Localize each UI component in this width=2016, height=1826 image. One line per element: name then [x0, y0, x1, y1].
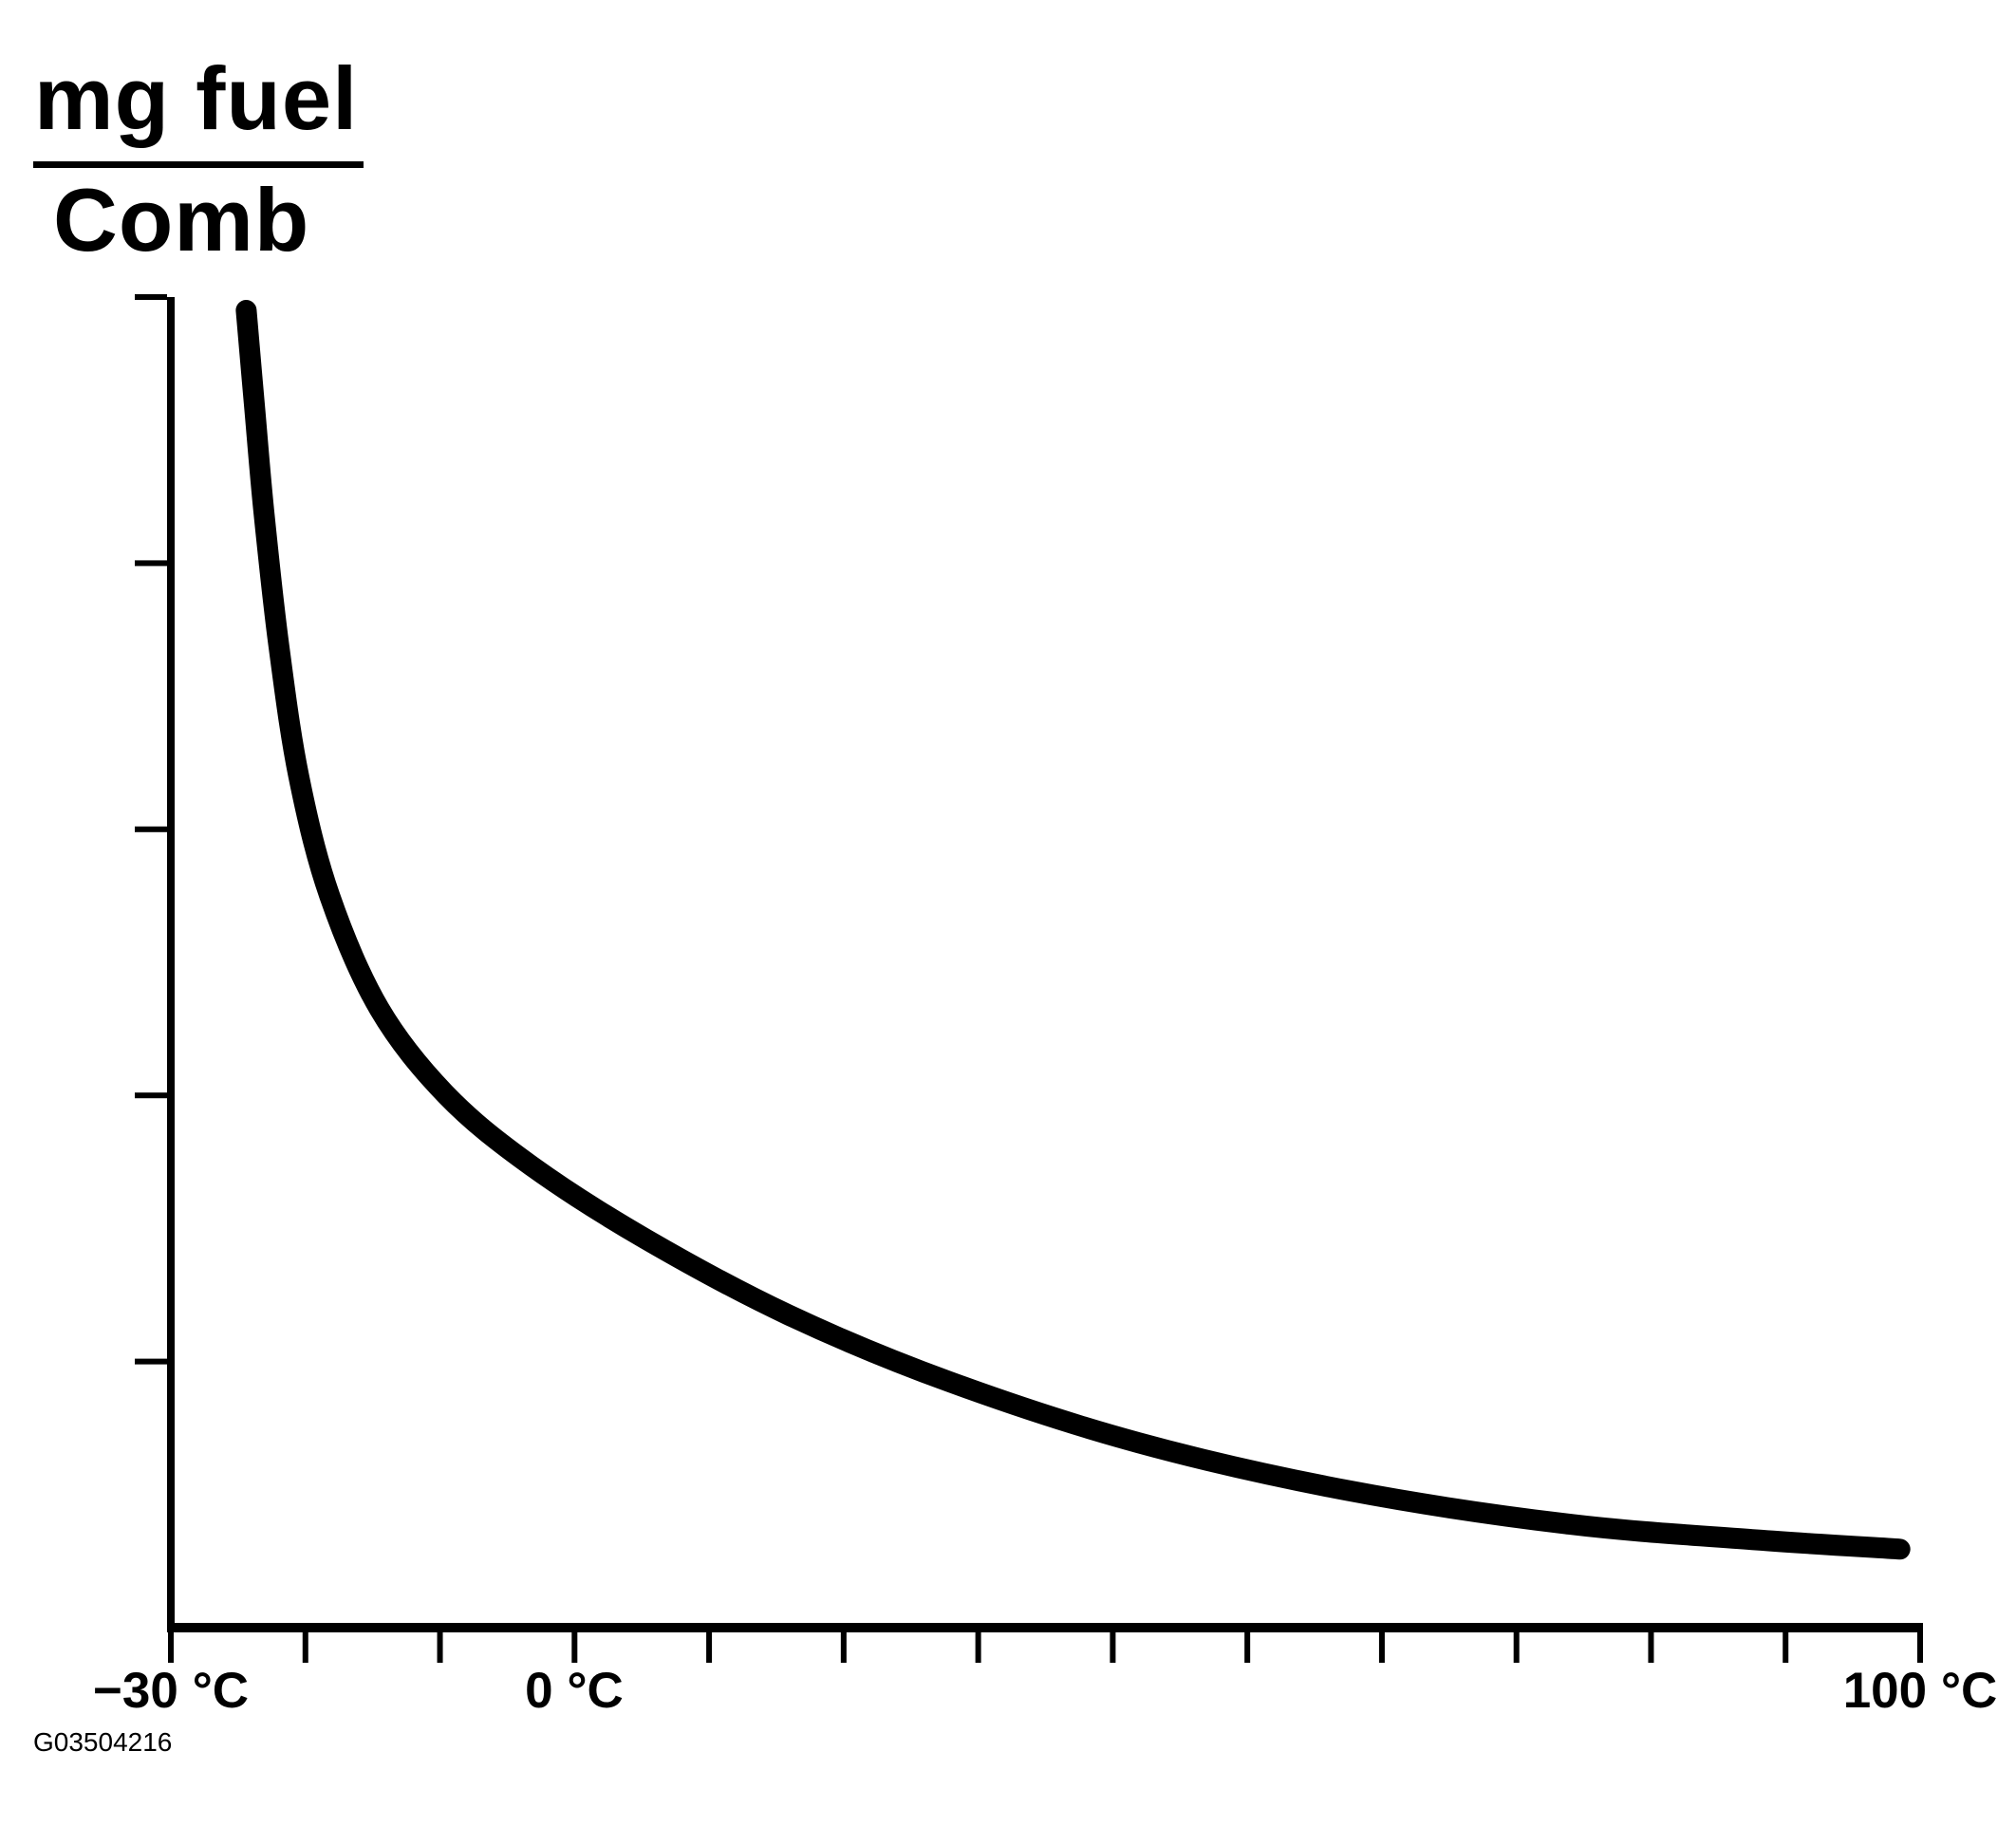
- x-axis-tick: [706, 1628, 713, 1663]
- y-axis-tick: [135, 1358, 167, 1365]
- y-axis-tick: [135, 294, 167, 300]
- x-axis-tick: [1378, 1628, 1385, 1663]
- y-axis-title-denominator: Comb: [53, 170, 310, 270]
- y-axis-line: [167, 297, 175, 1631]
- x-axis-tick: [1110, 1628, 1116, 1663]
- y-axis-tick: [135, 560, 167, 567]
- x-tick-label: 100 °C: [1842, 1663, 1998, 1719]
- y-axis-tick: [135, 826, 167, 832]
- x-axis-tick: [1917, 1628, 1923, 1663]
- fuel-curve: [235, 300, 1911, 1560]
- fraction-divider-line: [33, 161, 364, 168]
- y-axis-title-numerator: mg fuel: [34, 48, 359, 148]
- x-axis-tick: [840, 1628, 847, 1663]
- x-tick-label: −30 °C: [92, 1663, 250, 1719]
- x-axis-tick: [1513, 1628, 1520, 1663]
- x-tick-label: 0 °C: [525, 1663, 624, 1719]
- x-axis-tick: [1648, 1628, 1654, 1663]
- x-axis-tick: [1783, 1628, 1789, 1663]
- y-axis-tick: [135, 1092, 167, 1099]
- x-axis-line: [167, 1623, 1923, 1632]
- x-axis-tick: [1244, 1628, 1251, 1663]
- x-axis-tick: [168, 1628, 174, 1663]
- x-axis-tick: [302, 1628, 308, 1663]
- x-axis-tick: [437, 1628, 443, 1663]
- x-axis-tick: [571, 1628, 578, 1663]
- x-axis-tick: [975, 1628, 981, 1663]
- figure-code: G03504216: [33, 1727, 173, 1757]
